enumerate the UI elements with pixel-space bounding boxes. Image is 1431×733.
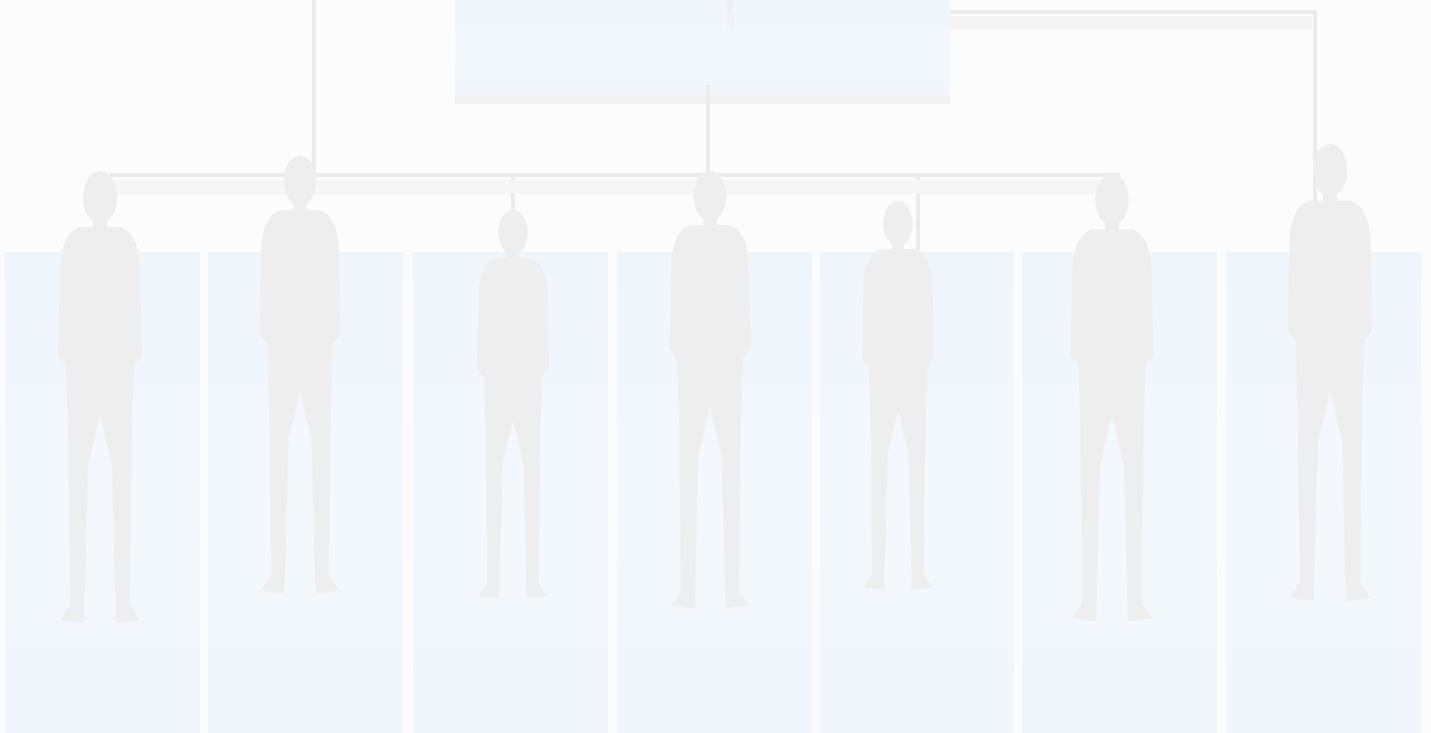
top-box <box>455 0 950 100</box>
connector-shadow <box>950 16 1312 30</box>
page-body: {} <box>0 0 1431 733</box>
org-illustration <box>0 0 1431 733</box>
top-box-shadow <box>455 96 950 104</box>
page: Org illustration html, body { margin: 0;… <box>0 0 1431 733</box>
connector-shadow <box>110 180 1120 194</box>
